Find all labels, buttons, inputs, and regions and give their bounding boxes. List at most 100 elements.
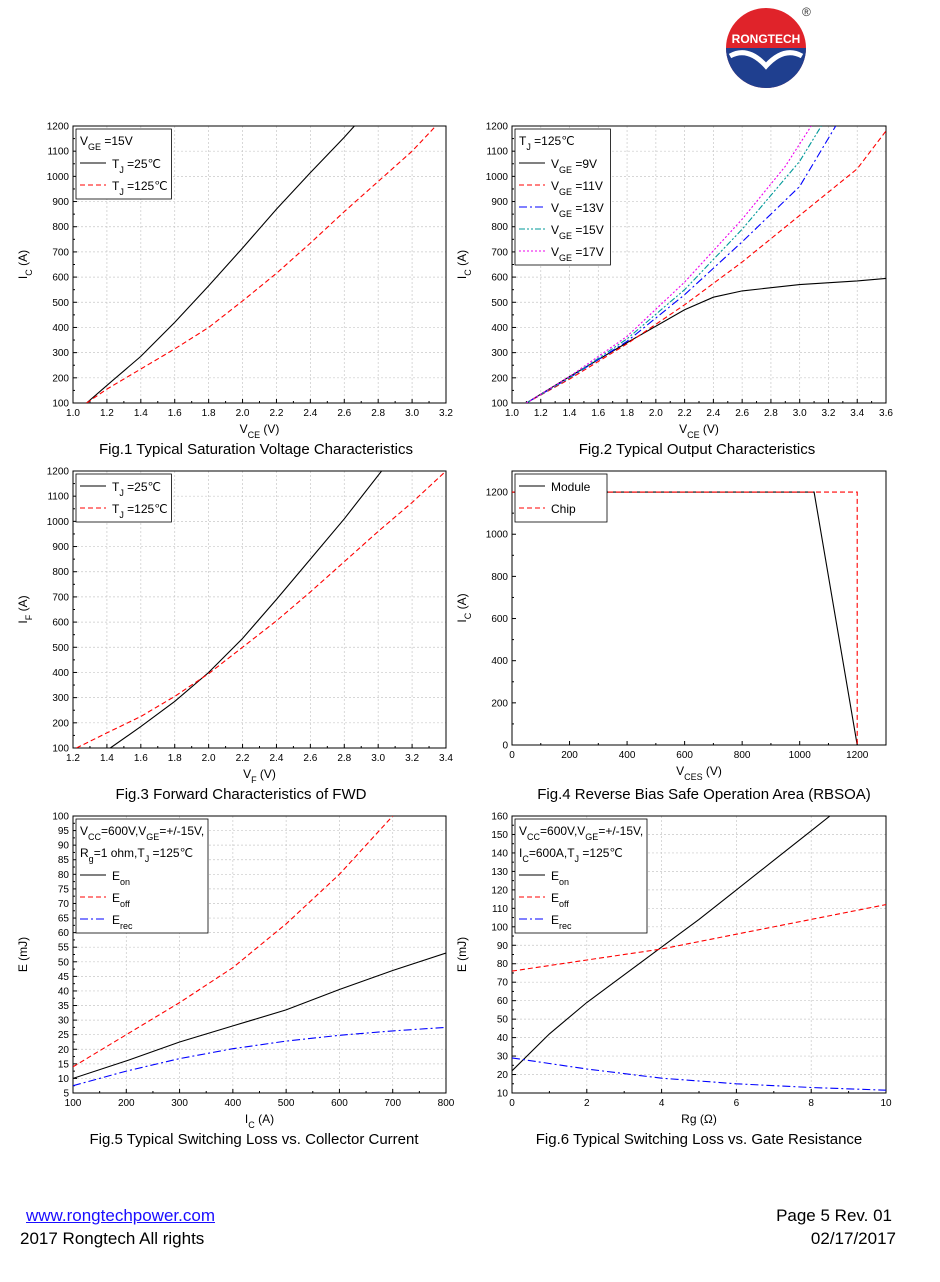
fig5-ytick-label: 65 — [58, 914, 70, 925]
fig4-ylabel: IC (A) — [455, 593, 473, 622]
fig2-legend-label-5: VGE =17V — [551, 245, 604, 263]
fig5-ytick-label: 45 — [58, 972, 70, 983]
fig5-series-2 — [73, 816, 394, 1068]
fig6-ytick-label: 80 — [497, 959, 509, 970]
fig1-xtick-label: 3.0 — [405, 408, 419, 419]
fig5-xtick-label: 400 — [225, 1098, 242, 1109]
fig5-legend-box — [75, 818, 209, 934]
fig1-xtick-label: 2.2 — [270, 408, 284, 419]
fig1-series-2 — [86, 126, 437, 403]
fig3-xtick-label: 1.6 — [134, 753, 148, 764]
fig3-xtick-label: 2.4 — [270, 753, 284, 764]
fig3-legend-label-1: TJ =25℃ — [112, 480, 161, 498]
fig5-legend-label-2: Eoff — [112, 891, 130, 909]
fig3-ytick-label: 300 — [52, 693, 69, 704]
fig2-ylabel: IC (A) — [455, 250, 473, 279]
fig2-series-5 — [526, 126, 812, 403]
fig3-xtick-label: 3.0 — [371, 753, 385, 764]
fig5-xtick-label: 200 — [118, 1098, 135, 1109]
fig2-xtick-label: 2.4 — [706, 408, 720, 419]
fig3-xtick-label: 2.2 — [236, 753, 250, 764]
fig2-ytick-label: 700 — [491, 247, 508, 258]
fig5-xlabel: IC (A) — [245, 1112, 274, 1130]
fig4-xlabel: VCES (V) — [676, 764, 722, 782]
fig5-ytick-label: 70 — [58, 899, 70, 910]
fig4-xtick-label: 600 — [676, 750, 693, 761]
fig2-xtick-label: 3.6 — [879, 408, 893, 419]
fig1-ytick-label: 1000 — [47, 172, 70, 183]
fig2-legend-label-4: VGE =15V — [551, 223, 604, 241]
fig2-legend-box — [514, 128, 611, 266]
fig5-xtick-label: 700 — [384, 1098, 401, 1109]
fig5-ytick-label: 35 — [58, 1001, 70, 1012]
fig4-ytick-label: 0 — [502, 741, 508, 752]
logo-text: RONGTECH — [732, 32, 801, 46]
fig5-legend-header: Rg=1 ohm,TJ =125℃ — [80, 846, 193, 864]
fig6-ytick-label: 30 — [497, 1052, 509, 1063]
fig2-xtick-label: 2.8 — [764, 408, 778, 419]
fig5-ytick-label: 30 — [58, 1016, 70, 1027]
fig5-xtick-label: 600 — [331, 1098, 348, 1109]
fig2-ytick-label: 1200 — [486, 122, 509, 133]
fig3-ytick-label: 600 — [52, 618, 69, 629]
fig5-ytick-label: 95 — [58, 826, 70, 837]
fig6-xtick-label: 2 — [584, 1098, 590, 1109]
fig2-xtick-label: 2.2 — [678, 408, 692, 419]
fig5-ytick-label: 80 — [58, 870, 70, 881]
fig4-caption: Fig.4 Reverse Bias Safe Operation Area (… — [537, 786, 871, 803]
fig5-legend-label-1: Eon — [112, 869, 130, 887]
fig1-ytick-label: 1200 — [47, 122, 70, 133]
fig6-legend-box — [514, 818, 648, 934]
fig5-series-1 — [73, 952, 446, 1079]
fig4-legend-label-2: Chip — [551, 502, 576, 516]
fig6-legend-header: IC=600A,TJ =125℃ — [519, 846, 623, 864]
fig2-ytick-label: 100 — [491, 399, 508, 410]
fig1-caption: Fig.1 Typical Saturation Voltage Charact… — [98, 441, 414, 458]
fig3-ytick-label: 1200 — [47, 467, 70, 478]
fig5-ytick-label: 100 — [52, 812, 69, 823]
fig6-legend-label-2: Eoff — [551, 891, 569, 909]
page-number: Page 5 Rev. 01 — [776, 1206, 892, 1225]
fig6-ytick-label: 110 — [492, 904, 508, 915]
fig3-xtick-label: 3.2 — [405, 753, 419, 764]
fig6-xtick-label: 10 — [880, 1098, 892, 1109]
fig2-ytick-label: 200 — [491, 373, 508, 384]
fig1-ytick-label: 100 — [52, 399, 69, 410]
fig2-legend-header: TJ =125℃ — [519, 134, 575, 152]
fig5-ytick-label: 60 — [58, 928, 70, 939]
fig5-legend-header: VCC=600V,VGE=+/-15V, — [80, 824, 204, 842]
fig4-series-2 — [512, 491, 858, 745]
fig5-ytick-label: 15 — [58, 1059, 70, 1070]
registered-mark: ® — [802, 5, 811, 19]
fig6-legend-label-3: Erec — [551, 913, 572, 931]
fig2-xtick-label: 2.6 — [735, 408, 749, 419]
fig3-series-2 — [76, 471, 446, 748]
fig2-ytick-label: 300 — [491, 348, 508, 359]
fig4-ytick-label: 400 — [491, 656, 508, 667]
fig2-xtick-label: 1.0 — [505, 408, 519, 419]
fig2-series-4 — [526, 126, 822, 403]
fig2-ytick-label: 900 — [491, 197, 508, 208]
website-link[interactable]: www.rongtechpower.com — [26, 1206, 215, 1225]
fig1-legend-header: VGE =15V — [80, 134, 133, 152]
fig3-ytick-label: 800 — [52, 567, 69, 578]
fig6-ytick-label: 60 — [497, 996, 509, 1007]
fig3-ytick-label: 700 — [52, 592, 69, 603]
fig6-ytick-label: 130 — [491, 867, 508, 878]
fig3-xtick-label: 1.4 — [100, 753, 114, 764]
fig2-series-2 — [526, 130, 886, 403]
fig3-xtick-label: 2.0 — [202, 753, 216, 764]
fig6-xtick-label: 4 — [659, 1098, 665, 1109]
fig5-ylabel: E (mJ) — [16, 937, 30, 972]
fig3-ytick-label: 500 — [52, 643, 69, 654]
fig6-ytick-label: 160 — [491, 812, 508, 823]
fig3-xtick-label: 1.8 — [168, 753, 182, 764]
fig6-legend-label-1: Eon — [551, 869, 569, 887]
fig2-ytick-label: 1000 — [486, 172, 509, 183]
fig6-legend-header: VCC=600V,VGE=+/-15V, — [519, 824, 643, 842]
copyright-text: 2017 Rongtech All rights — [20, 1229, 205, 1248]
